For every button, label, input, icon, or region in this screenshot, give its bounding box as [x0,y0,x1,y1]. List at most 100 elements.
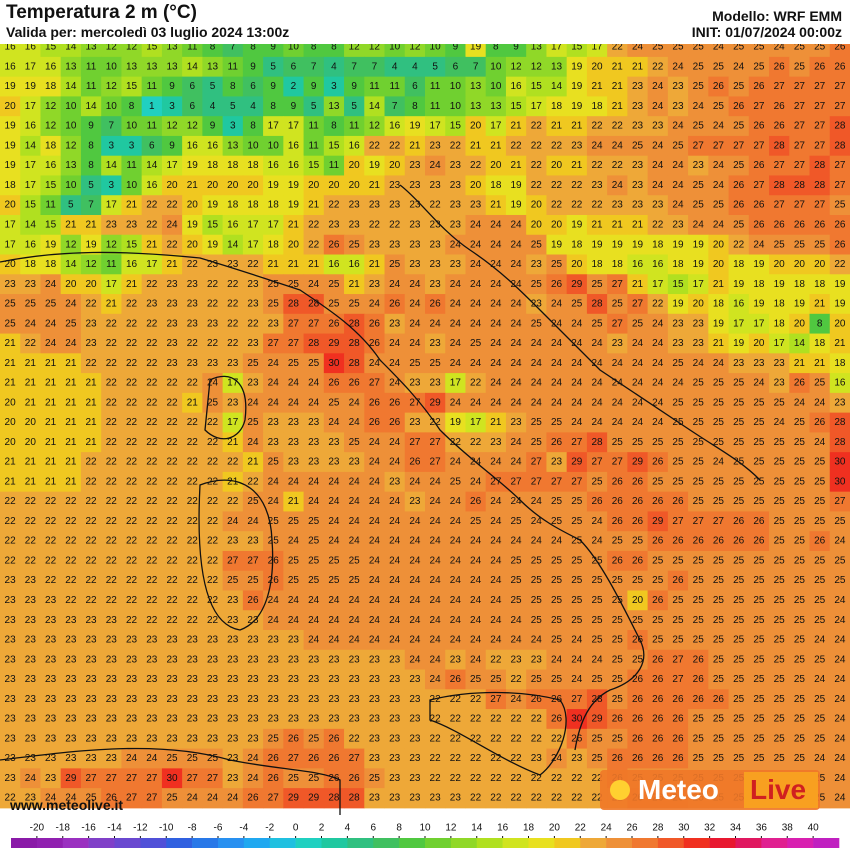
temp-value: 24 [490,299,502,310]
temp-cell [344,531,365,552]
temp-value: 22 [86,536,98,547]
temp-value: 21 [65,457,77,468]
temp-cell [708,570,730,591]
temp-cell [627,590,649,611]
temp-cell [526,254,547,275]
temp-cell [769,491,790,512]
temp-cell [222,491,244,512]
temp-value: 26 [450,674,462,685]
temp-value: 19 [5,121,17,132]
temp-cell [769,412,790,433]
temp-cell [566,76,588,97]
temp-cell [728,412,750,433]
colorbar-label: 18 [523,823,535,834]
temp-value: 24 [470,635,482,646]
temp-value: 25 [571,299,583,310]
temp-cell [647,333,669,354]
temp-cell [384,76,406,97]
temp-value: 16 [227,220,239,231]
temp-value: 21 [86,220,98,231]
colorbar-label: 0 [293,823,299,834]
temp-value: 26 [794,378,806,389]
temp-value: 25 [814,476,826,487]
temp-cell [60,392,82,414]
temp-cell [101,294,122,315]
temp-value: 24 [490,555,502,566]
temp-value: 25 [753,674,765,685]
temp-cell [80,175,102,196]
colorbar-label: 8 [396,823,402,834]
temp-value: 24 [551,536,563,547]
temp-value: 22 [25,536,37,547]
temp-cell [101,333,122,354]
temp-value: 25 [672,476,684,487]
temp-cell [667,333,689,354]
temp-value: 23 [409,220,421,231]
temp-value: 23 [672,81,684,92]
temp-cell [141,294,163,315]
temp-value: 24 [490,259,502,270]
temp-cell [526,590,547,611]
temp-cell [80,392,102,414]
temp-value: 23 [187,318,199,329]
temp-value: 23 [5,575,17,586]
temp-value: 26 [672,694,684,705]
temp-cell [40,471,62,493]
temp-value: 24 [511,338,523,349]
temp-cell [829,412,850,433]
temp-value: 24 [632,397,644,408]
temp-value: 24 [328,635,340,646]
temp-value: 25 [612,299,624,310]
temp-value: 17 [25,160,37,171]
temp-value: 24 [511,457,523,468]
temp-cell [263,76,284,97]
temp-cell [688,96,709,117]
temp-value: 19 [733,338,745,349]
temp-value: 25 [753,595,765,606]
temp-value: 24 [369,555,381,566]
temp-value: 25 [349,437,361,448]
temp-cell [607,214,628,236]
temp-cell [80,116,102,137]
temp-cell [101,274,122,295]
temp-value: 24 [632,378,644,389]
temp-value: 25 [612,674,624,685]
colorbar-swatch [140,838,167,848]
temp-cell [728,274,750,295]
temp-value: 25 [693,595,705,606]
temp-value: 23 [25,674,37,685]
temp-cell [607,491,628,512]
temp-value: 26 [753,160,765,171]
temp-cell [748,294,770,315]
colorbar-label: 36 [756,823,768,834]
temp-cell [607,452,628,473]
temp-value: 27 [794,140,806,151]
temp-value: 21 [126,279,138,290]
temp-value: 25 [612,615,624,626]
temp-value: 24 [571,397,583,408]
temp-value: 20 [591,61,603,72]
temp-cell [242,313,264,335]
temp-value: 25 [531,417,543,428]
temp-cell [809,313,831,335]
colorbar-swatch [36,838,64,848]
temp-value: 23 [106,635,118,646]
temp-cell [141,214,163,236]
temp-value: 26 [612,555,624,566]
temp-value: 26 [733,516,745,527]
temp-cell [364,452,386,473]
temp-value: 26 [328,773,340,784]
temp-value: 25 [349,575,361,586]
temp-value: 22 [146,595,158,606]
temp-value: 25 [5,318,17,329]
temp-cell [546,333,568,354]
temp-cell [445,254,466,275]
temp-cell [647,56,669,78]
temp-value: 25 [511,575,523,586]
temp-value: 14 [551,81,563,92]
temp-value: 22 [207,555,219,566]
temp-value: 26 [632,753,644,764]
temp-cell [20,155,41,176]
temp-value: 22 [126,299,138,310]
temp-value: 23 [166,358,178,369]
